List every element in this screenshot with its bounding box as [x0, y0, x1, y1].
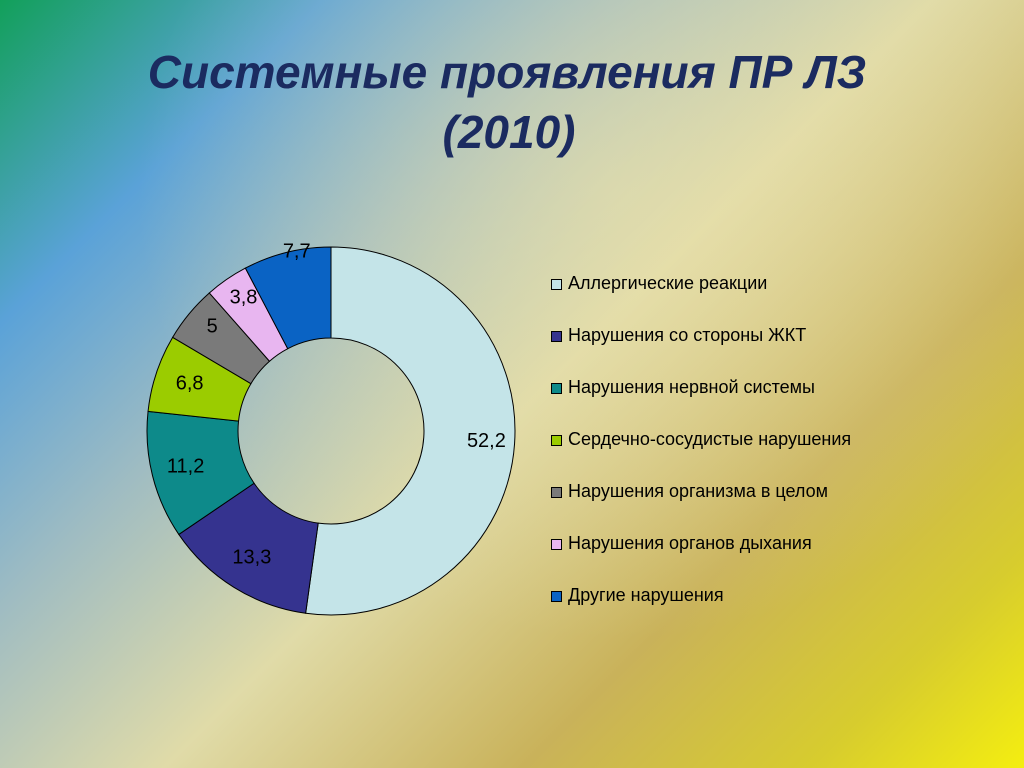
data-label-7: 7,7 — [283, 240, 311, 262]
legend-label: Другие нарушения — [568, 585, 724, 605]
legend-swatch — [551, 435, 562, 446]
legend-swatch — [551, 331, 562, 342]
legend-item-4: Сердечно-сосудистые нарушения — [551, 424, 851, 476]
data-label-3: 11,2 — [167, 456, 204, 478]
legend-label: Аллергические реакции — [568, 273, 768, 293]
data-label-6: 3,8 — [230, 287, 258, 309]
legend-swatch — [551, 279, 562, 290]
legend-swatch — [551, 539, 562, 550]
legend-item-5: Нарушения организма в целом — [551, 476, 851, 528]
data-label-2: 13,3 — [232, 547, 271, 569]
legend-swatch — [551, 383, 562, 394]
legend-label: Нарушения со стороны ЖКТ — [568, 325, 807, 345]
legend-label: Нарушения организма в целом — [568, 481, 829, 501]
data-label-4: 6,8 — [176, 372, 204, 394]
legend-item-2: Нарушения со стороны ЖКТ — [551, 320, 851, 372]
doughnut-slice-1 — [305, 246, 516, 616]
legend-label: Нарушения органов дыхания — [568, 533, 812, 553]
legend-swatch — [551, 591, 562, 602]
legend-label: Нарушения нервной системы — [568, 377, 815, 397]
legend-item-7: Другие нарушения — [551, 580, 851, 632]
page-title: Системные проявления ПР ЛЗ — [147, 46, 867, 98]
chart-legend: Аллергические реакции Нарушения со сторон… — [551, 268, 851, 632]
legend-item-3: Нарушения нервной системы — [551, 372, 851, 424]
legend-label: Сердечно-сосудистые нарушения — [568, 429, 852, 449]
legend-item-1: Аллергические реакции — [551, 268, 851, 320]
legend-item-6: Нарушения органов дыхания — [551, 528, 851, 580]
doughnut-slice-7 — [244, 246, 332, 350]
page-subtitle-year: (2010) — [442, 106, 576, 158]
data-label-1: 52,2 — [467, 430, 506, 452]
data-label-5: 5 — [207, 315, 218, 337]
legend-swatch — [551, 487, 562, 498]
